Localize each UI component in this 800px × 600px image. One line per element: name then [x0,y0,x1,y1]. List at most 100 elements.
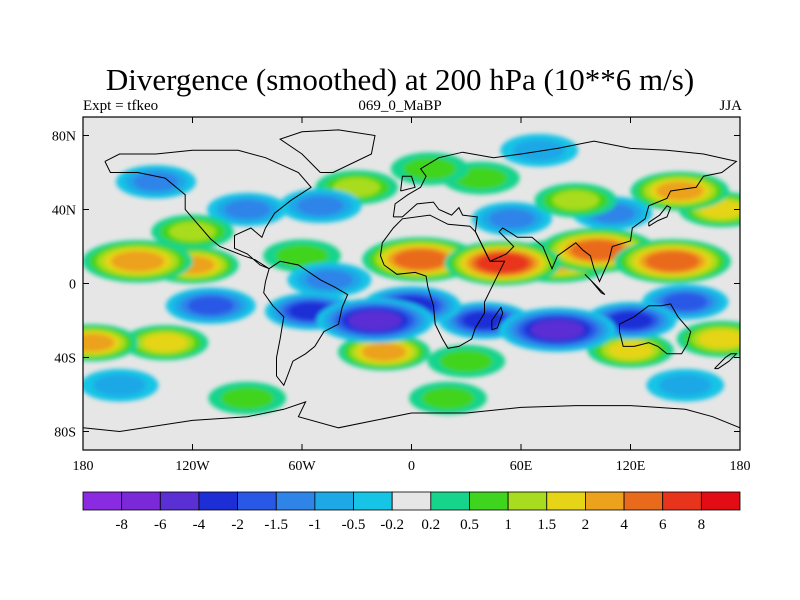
divergence-cell [499,307,616,352]
coastline [491,306,504,331]
divergence-cell [427,344,506,378]
colorbar-box [237,491,277,511]
colorbar-label: -2 [231,517,244,533]
x-tick-label: 120E [616,459,646,474]
divergence-cell [500,133,579,167]
colorbar-box [507,491,548,511]
colorbar-label: 1.5 [537,517,556,533]
divergence-contour [656,181,704,201]
divergence-contour [133,172,179,192]
y-tick-label: 0 [69,278,76,293]
colorbar-box [275,491,316,511]
colorbar-box [469,491,509,511]
colorbar-box [353,491,393,511]
divergence-cell [337,333,431,371]
divergence-contour [462,311,507,330]
colorbar-box [121,491,161,511]
colorbar-box [391,491,432,511]
divergence-cell [534,183,618,218]
divergence-cell [207,192,288,227]
coastline [83,401,740,433]
divergence-cell [587,332,674,368]
divergence-cell [151,214,234,249]
divergence-contour [169,222,216,242]
divergence-cell [676,320,740,358]
divergence-cell [409,381,487,415]
coastline [584,273,606,296]
divergence-cell [115,164,197,199]
divergence-cell [83,240,194,283]
divergence-contour [570,240,625,261]
divergence-contour [224,200,270,219]
colorbar-label: -0.5 [342,517,366,533]
colorbar-label: 6 [659,517,667,533]
divergence-cell [630,171,730,211]
colorbar-box [314,491,354,511]
divergence-cell [287,262,372,298]
x-tick-label: 180 [730,459,751,474]
colorbar-label: 8 [698,517,706,533]
colorbar-box [585,491,625,511]
colorbar-box [198,491,238,511]
x-tick-label: 120W [175,459,210,474]
colorbar-label: -8 [115,517,128,533]
divergence-contour [530,319,585,340]
divergence-cell [208,381,287,415]
y-tick-label: 80S [54,426,76,441]
x-tick-label: 60W [288,459,316,474]
colorbar-label: 0.5 [460,517,479,533]
coastline [714,353,738,370]
divergence-contour [552,190,600,210]
colorbar: -8 -6 -4 -2 -1.5 -1 -0.5 -0.2 0.2 0.5 1 1.5 2 4 6 8 [82,491,741,533]
divergence-contour [348,310,402,331]
divergence-contour [512,139,566,162]
divergence-contour [645,251,700,272]
colorbar-label: -0.2 [380,517,404,533]
divergence-contour [476,253,529,273]
colorbar-box [159,491,200,511]
divergence-contour [403,157,457,180]
divergence-contour [608,341,653,360]
divergence-contour [658,374,712,397]
coastlines [83,129,740,433]
divergence-contour [187,296,234,316]
divergence-contour [305,270,354,290]
divergence-cell [390,152,469,186]
colorbar-label: 1 [504,517,512,533]
divergence-contour [393,249,448,270]
coastline [104,149,312,270]
colorbar-label: -6 [154,517,167,533]
coastline [648,205,672,227]
coastline [392,140,738,283]
divergence-cell [444,240,562,286]
divergence-cell [278,188,362,223]
divergence-cell [646,368,725,402]
divergence-cell [613,239,731,284]
divergence-contour [454,166,508,190]
divergence-contour [83,333,115,352]
experiment-label: Expt = tfkeo [83,98,159,114]
colorbar-label: 2 [582,517,590,533]
colorbar-box [82,491,123,511]
divergence-contour [220,387,274,410]
chart-title: Divergence (smoothed) at 200 hPa (10**6 … [105,62,695,97]
colorbar-box [700,491,741,511]
divergence-contour [489,209,535,229]
y-tick-label: 40S [54,352,76,367]
divergence-cell [471,201,552,236]
coastline [619,303,692,355]
colorbar-label: -4 [193,517,206,533]
axis-ticks: 180 120W 60W 0 60E 120E 180 80N 40N 0 40S 80S [52,117,751,474]
divergence-contour [296,196,344,216]
coastline [263,260,349,387]
x-tick-label: 180 [73,459,94,474]
case-label: 069_0_MaBP [358,98,442,114]
colorbar-label: 0.2 [421,517,440,533]
divergence-cell [83,324,139,362]
divergence-field [83,133,740,415]
coastline [278,129,376,173]
coastline [400,175,416,192]
divergence-contour [143,333,188,352]
divergence-contour [663,292,708,312]
